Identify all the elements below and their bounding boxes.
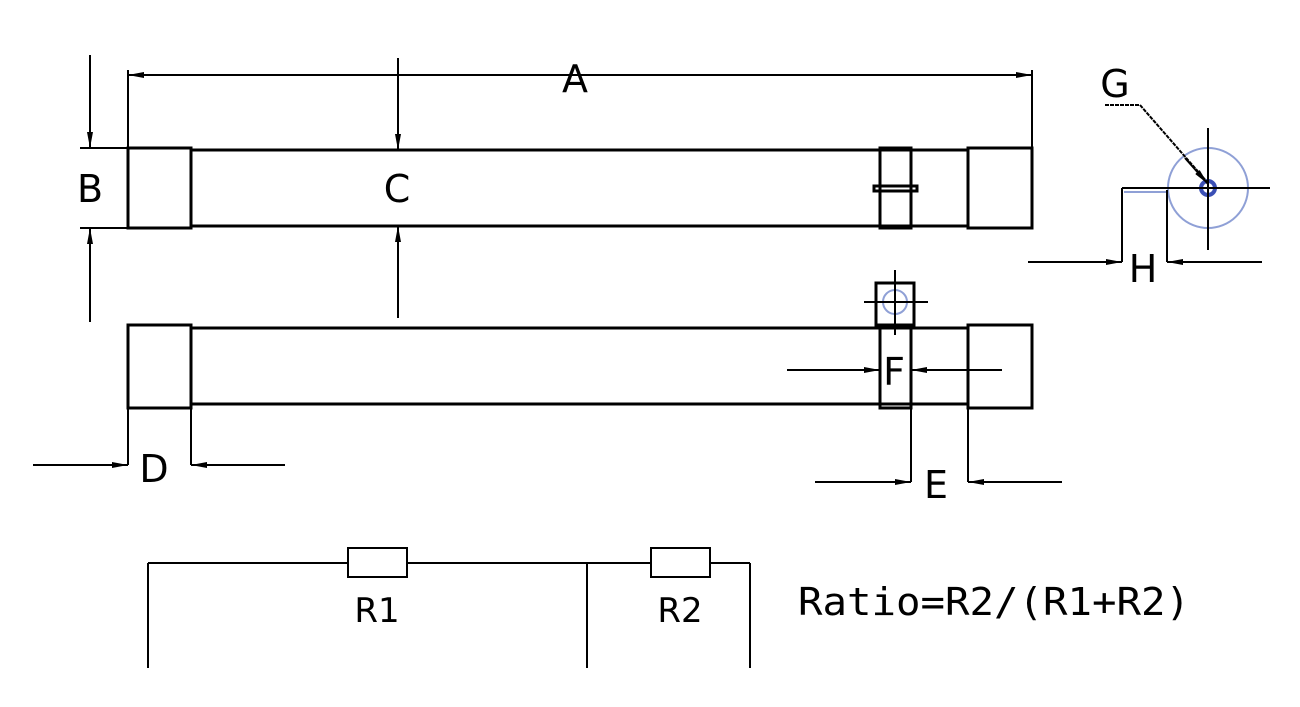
dimension-a: A: [127, 57, 1033, 148]
top-resistor: [126, 146, 1034, 230]
resistor-r2: [650, 547, 711, 578]
dimension-f: F: [787, 350, 1002, 394]
sliding-band: [878, 146, 913, 230]
side-resistor: [126, 270, 1034, 410]
dimension-d: D: [33, 408, 285, 491]
label-f: F: [883, 350, 905, 394]
label-c: C: [384, 167, 411, 211]
resistor-r1: [347, 547, 408, 578]
label-r2: R2: [657, 591, 702, 631]
label-r1: R1: [354, 591, 399, 631]
band-clip: [872, 184, 919, 193]
label-h: H: [1129, 247, 1158, 291]
label-g: G: [1100, 62, 1129, 106]
label-a: A: [562, 57, 588, 101]
ratio-formula: Ratio=R2/(R1+R2): [798, 580, 1190, 624]
label-e: E: [924, 463, 948, 507]
label-d: D: [139, 447, 168, 491]
end-view: H G: [1028, 62, 1270, 291]
divider-circuit: R1 R2 Ratio=R2/(R1+R2): [147, 547, 1190, 668]
dimension-e: E: [815, 408, 1062, 507]
label-b: B: [77, 167, 103, 211]
dimension-c: C: [384, 58, 411, 318]
dimension-b: B: [77, 55, 128, 322]
